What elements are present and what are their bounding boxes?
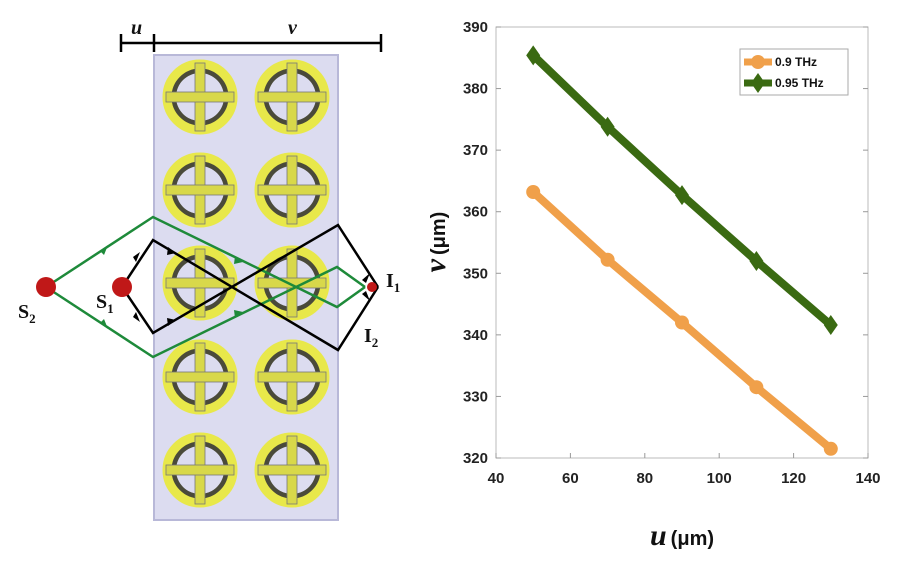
dim-v-label: v bbox=[288, 17, 298, 39]
black-path-lower bbox=[120, 223, 380, 335]
x-tick-label: 140 bbox=[855, 470, 880, 487]
diagram: u v S2 S1 I1 I2 bbox=[18, 17, 400, 521]
y-tick-label: 370 bbox=[463, 142, 488, 159]
legend-label: 0.9 THz bbox=[775, 55, 817, 69]
data-point bbox=[600, 252, 615, 267]
data-point bbox=[675, 185, 689, 206]
y-tick-label: 390 bbox=[463, 19, 488, 36]
y-axis-label: v(μm) bbox=[419, 212, 452, 273]
y-tick-label: 340 bbox=[463, 327, 488, 344]
data-point bbox=[749, 250, 764, 271]
unit-cell-icon bbox=[254, 432, 330, 508]
legend: 0.9 THz 0.95 THz bbox=[739, 48, 849, 96]
data-point bbox=[751, 73, 765, 93]
x-tick-label: 40 bbox=[488, 470, 505, 487]
image-point bbox=[367, 282, 377, 292]
unit-cell-icon bbox=[162, 152, 238, 228]
legend-item: 0.9 THz bbox=[744, 55, 817, 69]
i2-label: I2 bbox=[364, 325, 378, 350]
y-tick-label: 350 bbox=[463, 265, 488, 282]
green-path-upper bbox=[45, 215, 366, 309]
dimension-bar bbox=[119, 34, 383, 52]
data-point bbox=[749, 380, 764, 395]
data-point bbox=[823, 315, 838, 336]
source-s1 bbox=[112, 277, 132, 297]
data-point bbox=[526, 45, 541, 66]
y-tick-label: 330 bbox=[463, 388, 488, 405]
series-0.95-thz bbox=[526, 45, 838, 336]
data-point bbox=[675, 315, 689, 330]
data-point bbox=[823, 441, 838, 456]
x-tick-label: 100 bbox=[707, 470, 732, 487]
y-tick-label: 380 bbox=[463, 81, 488, 98]
series-0.9-thz bbox=[526, 185, 838, 456]
black-path-upper bbox=[120, 238, 380, 352]
i1-label: I1 bbox=[386, 270, 400, 295]
unit-cell-icon bbox=[162, 339, 238, 415]
data-point bbox=[526, 185, 541, 200]
s1-label: S1 bbox=[96, 291, 114, 316]
chart: 40 60 80 100 120 140320330340350360370380390 … bbox=[419, 19, 881, 552]
unit-cell-icon bbox=[162, 59, 238, 135]
x-axis-label: u (μm) bbox=[650, 519, 714, 552]
legend-label: 0.95 THz bbox=[775, 76, 824, 90]
dim-u-label: u bbox=[131, 17, 142, 39]
s2-label: S2 bbox=[18, 301, 36, 326]
x-tick-label: 120 bbox=[781, 470, 806, 487]
y-tick-label: 360 bbox=[463, 204, 488, 221]
unit-cell-icon bbox=[254, 245, 330, 321]
y-tick-label: 320 bbox=[463, 450, 488, 467]
data-point bbox=[751, 55, 765, 69]
x-tick-label: 80 bbox=[636, 470, 653, 487]
green-path-lower bbox=[45, 265, 366, 359]
plot-area bbox=[495, 26, 869, 459]
unit-cell-icon bbox=[254, 152, 330, 228]
unit-cell-icon bbox=[254, 59, 330, 135]
legend-item: 0.95 THz bbox=[744, 73, 824, 93]
unit-cell-icon bbox=[254, 339, 330, 415]
unit-cell-icon bbox=[162, 245, 238, 321]
source-s2 bbox=[36, 277, 56, 297]
arrow-icons bbox=[100, 245, 370, 329]
unit-cell-icon bbox=[162, 432, 238, 508]
x-tick-label: 60 bbox=[562, 470, 579, 487]
data-point bbox=[600, 116, 615, 137]
